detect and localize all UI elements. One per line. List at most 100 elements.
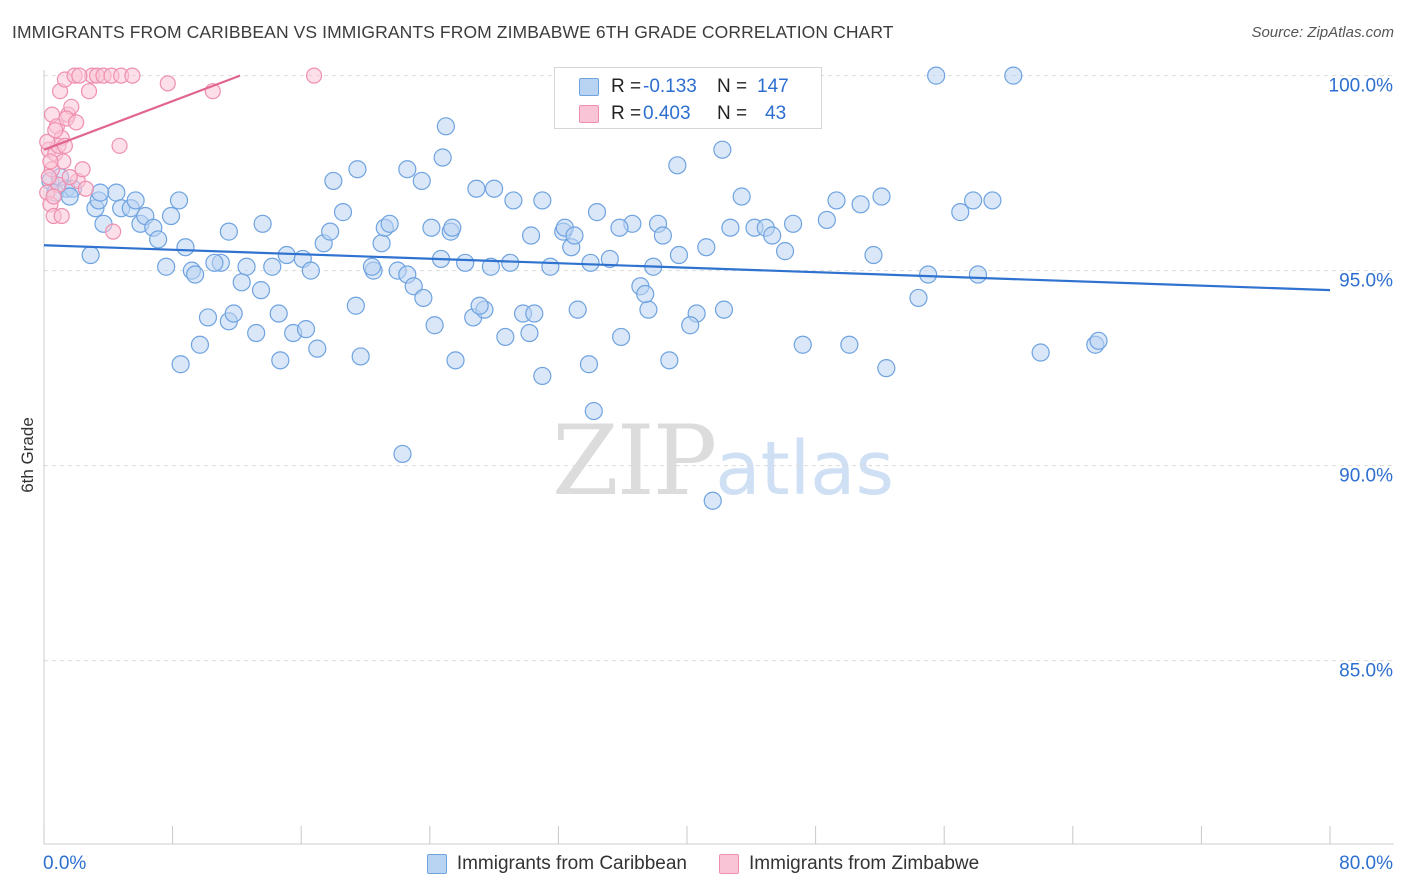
point-caribbean (271, 351, 290, 370)
point-caribbean (584, 401, 603, 421)
point-zimbabwe (53, 207, 70, 225)
point-caribbean (533, 191, 552, 210)
y-tick-label: 100.0% (1329, 76, 1394, 97)
n-label: N = (717, 103, 748, 124)
legend-swatch-zimbabwe (719, 854, 740, 874)
point-caribbean (398, 160, 417, 179)
point-caribbean (909, 288, 928, 308)
point-caribbean (964, 191, 983, 210)
point-caribbean (372, 234, 391, 253)
point-caribbean (496, 327, 515, 347)
point-caribbean (219, 222, 238, 241)
point-caribbean (467, 179, 486, 198)
trendline-caribbean (43, 244, 1331, 292)
point-caribbean (247, 323, 266, 343)
point-caribbean (793, 335, 812, 354)
r-label: R = (611, 103, 642, 124)
point-caribbean (714, 300, 734, 319)
point-caribbean (610, 218, 629, 237)
legend-swatch-blue (579, 78, 599, 96)
correlation-legend: R = -0.133 N = 147 R = 0.403 N = 43 (554, 67, 822, 129)
point-caribbean (1031, 343, 1050, 362)
point-caribbean (91, 183, 110, 202)
point-caribbean (251, 281, 271, 300)
point-caribbean (783, 214, 803, 233)
watermark-atlas: atlas (715, 426, 895, 512)
point-caribbean (446, 351, 465, 370)
legend-swatch-pink (579, 105, 599, 123)
point-zimbabwe (68, 114, 85, 131)
point-zimbabwe (80, 83, 98, 100)
point-caribbean (198, 308, 218, 327)
point-caribbean (263, 257, 282, 276)
point-caribbean (190, 335, 210, 354)
point-caribbean (681, 316, 700, 335)
point-zimbabwe (111, 137, 128, 154)
legend-item-zimbabwe[interactable]: Immigrants from Zimbabwe (719, 853, 979, 875)
point-caribbean (348, 160, 367, 179)
point-caribbean (351, 347, 370, 366)
point-caribbean (224, 304, 243, 323)
point-caribbean (713, 140, 732, 159)
point-caribbean (126, 191, 145, 210)
point-caribbean (1089, 331, 1108, 350)
legend-item-caribbean[interactable]: Immigrants from Caribbean (426, 853, 688, 875)
point-caribbean (568, 300, 587, 319)
r-value: -0.133 (643, 76, 697, 97)
legend-swatch-caribbean (426, 854, 447, 874)
point-caribbean (600, 249, 619, 269)
y-tick-label: 90.0% (1339, 466, 1393, 487)
point-caribbean (983, 191, 1002, 210)
point-caribbean (877, 359, 896, 378)
point-caribbean (81, 245, 100, 265)
r-label: R = (611, 76, 642, 97)
point-caribbean (161, 206, 181, 226)
point-caribbean (639, 300, 658, 319)
point-caribbean (653, 226, 672, 245)
point-caribbean (443, 218, 462, 237)
point-zimbabwe (77, 180, 94, 197)
point-zimbabwe (45, 188, 62, 205)
point-caribbean (433, 148, 452, 167)
point-caribbean (732, 187, 751, 206)
legend-label-zimbabwe: Immigrants from Zimbabwe (749, 853, 980, 874)
point-caribbean (436, 117, 455, 136)
point-caribbean (579, 355, 599, 374)
legend-label-caribbean: Immigrants from Caribbean (456, 853, 688, 874)
trendline-zimbabwe (43, 74, 241, 151)
point-caribbean (301, 261, 320, 280)
series-legend: Immigrants from Caribbean Immigrants fro… (0, 852, 1406, 876)
point-zimbabwe (305, 67, 323, 84)
point-caribbean (308, 339, 327, 358)
point-caribbean (393, 444, 412, 464)
point-caribbean (817, 210, 836, 230)
point-caribbean (721, 218, 740, 237)
legend-row-zimbabwe: R = 0.403 N = 43 (579, 101, 786, 127)
y-axis-label: 6th Grade (18, 417, 37, 493)
point-caribbean (412, 171, 431, 191)
y-tick-label: 85.0% (1339, 661, 1393, 682)
point-caribbean (919, 265, 938, 284)
point-caribbean (968, 265, 988, 284)
point-caribbean (541, 257, 560, 276)
point-caribbean (611, 327, 631, 347)
point-zimbabwe (61, 168, 78, 186)
point-zimbabwe (105, 223, 122, 240)
point-zimbabwe (71, 67, 88, 84)
point-caribbean (422, 218, 441, 237)
point-zimbabwe (74, 161, 91, 178)
point-caribbean (456, 253, 475, 272)
point-caribbean (269, 304, 288, 323)
point-caribbean (321, 222, 340, 241)
point-caribbean (157, 257, 176, 276)
point-caribbean (107, 183, 126, 202)
x-tick-label-min: 0.0% (43, 853, 87, 874)
point-caribbean (237, 257, 256, 276)
point-caribbean (171, 355, 190, 374)
point-caribbean (425, 316, 444, 335)
point-caribbean (324, 171, 343, 191)
point-caribbean (205, 253, 224, 272)
point-caribbean (763, 226, 782, 245)
point-caribbean (149, 230, 168, 249)
